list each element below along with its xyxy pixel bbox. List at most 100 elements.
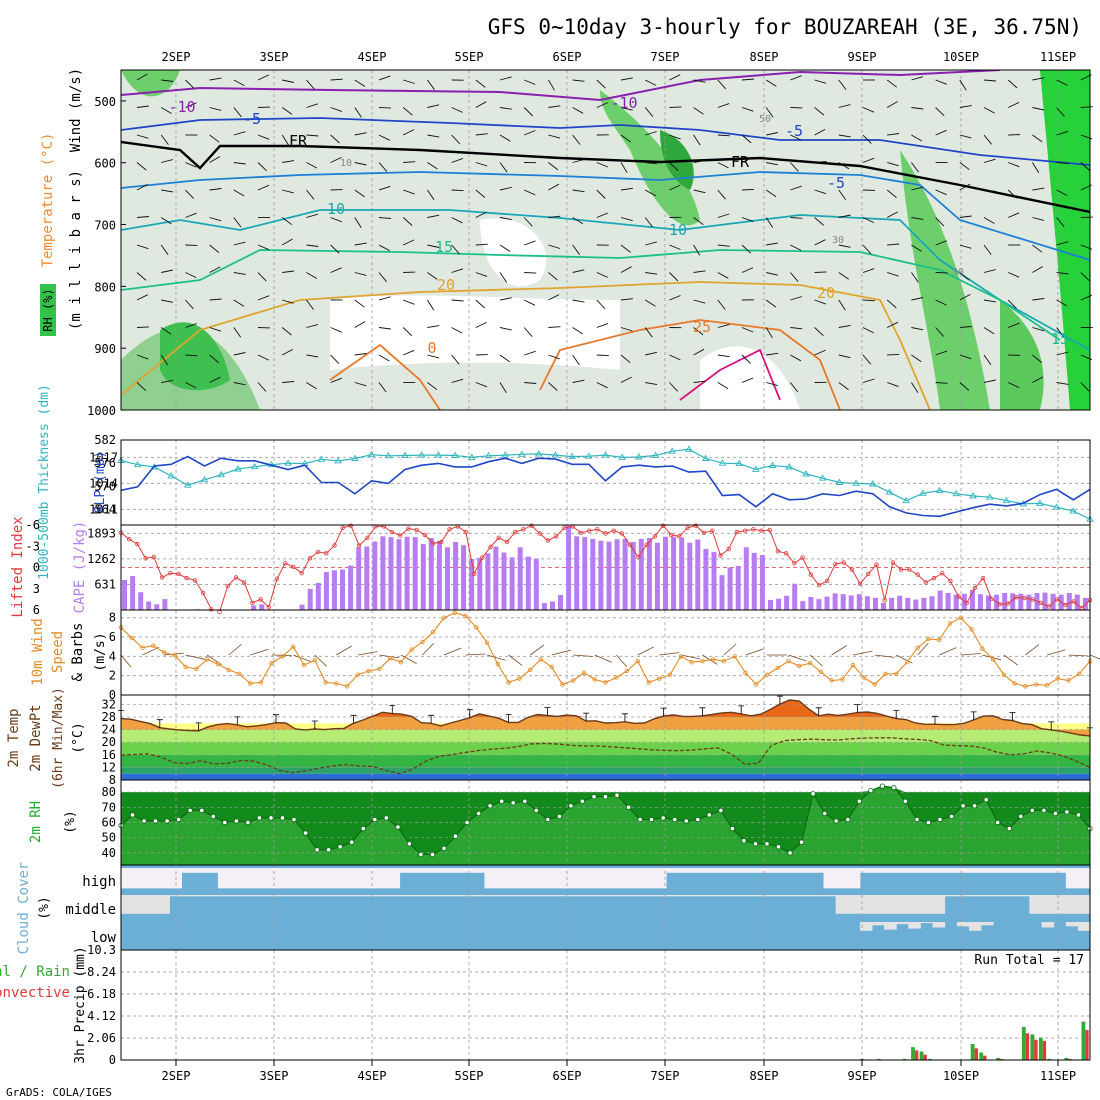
ylabel-wind-units: (m/s) <box>93 632 108 671</box>
cloud-gap-cell <box>508 895 522 897</box>
rh-point <box>648 816 655 823</box>
wind-barb <box>306 354 319 358</box>
wind-barb <box>524 130 536 136</box>
precip-total-bar <box>970 1044 975 1060</box>
isotherm-line <box>121 140 1090 214</box>
rh-point <box>268 815 274 821</box>
thickness-point <box>701 454 710 461</box>
cape-bar <box>784 595 790 610</box>
wind-barb <box>790 75 802 81</box>
wind-barb <box>524 382 537 384</box>
wind-barb <box>959 326 972 328</box>
cape-bar <box>299 604 305 610</box>
wind-barb <box>959 382 970 391</box>
wind-barb <box>403 239 415 246</box>
wind-speed-point <box>280 654 285 659</box>
cloud-gap-cell <box>896 868 909 873</box>
cape-bar <box>840 594 846 610</box>
wind-tick-label: 2 <box>109 669 116 683</box>
cloud-gap-cell <box>193 868 207 873</box>
wind-barb <box>838 272 849 280</box>
precip-total-bar <box>902 1058 907 1060</box>
minmax-bar <box>815 707 822 716</box>
rh-point <box>141 818 147 824</box>
wind-barb <box>887 382 899 388</box>
wind-barb <box>935 79 947 85</box>
wind-barb <box>330 78 343 81</box>
wind-speed-point <box>355 672 361 677</box>
cloud-gap-cell <box>678 868 691 873</box>
wind-barb <box>306 189 315 200</box>
wind-barb <box>354 353 367 356</box>
wind-barb <box>451 268 464 273</box>
wind-barb <box>354 132 367 136</box>
cape-bar <box>493 546 499 610</box>
wind-barb <box>354 321 366 328</box>
pressure-tick-label: 500 <box>94 95 116 109</box>
wind-speed-point <box>990 657 996 662</box>
rh-point <box>672 816 678 823</box>
cloud-gap-cell <box>1029 868 1042 873</box>
wind-barb <box>596 102 608 108</box>
wind-barb <box>282 160 295 163</box>
cloud-gap-cell <box>423 868 437 873</box>
contour-label: -10 <box>610 94 637 112</box>
wind-barb <box>209 134 220 143</box>
surface-wind-barb <box>271 654 292 656</box>
wind-barb <box>427 104 440 108</box>
cloud-gap-cell <box>217 868 231 889</box>
wind-barb <box>596 162 609 168</box>
ylabel-temperature: Temperature (°C) <box>40 133 56 268</box>
temperature-area <box>121 700 1090 736</box>
cloud-gap-cell <box>193 895 207 897</box>
wind-barb <box>136 73 148 81</box>
wind-barb <box>1056 241 1069 246</box>
minmax-bar <box>428 714 435 724</box>
cloud-gap-cell <box>944 895 958 897</box>
surface-wind-barb <box>680 654 701 660</box>
cloud-gap-cell <box>145 895 158 914</box>
wind-barb <box>717 244 730 247</box>
wind-barb <box>693 217 704 225</box>
wind-barb <box>136 272 147 281</box>
contour-label: 10 <box>340 158 352 169</box>
cape-bar <box>848 595 854 610</box>
wind-barb <box>838 244 851 248</box>
wind-barb <box>451 157 464 163</box>
cloud-gap-cell <box>908 922 921 929</box>
rh-point <box>718 807 724 814</box>
cape-bar <box>953 594 959 610</box>
precip-tick-label: 8.24 <box>87 965 116 979</box>
minmax-bar <box>738 705 745 714</box>
date-label-top: 2SEP <box>162 50 191 64</box>
minmax-bar <box>195 722 202 731</box>
wind-barb <box>693 244 701 256</box>
rh-point <box>441 845 447 851</box>
wind-barb <box>596 354 609 357</box>
rh-point <box>222 819 228 826</box>
wind-barb <box>475 243 488 246</box>
wind-barb <box>886 189 897 198</box>
cape-bar <box>404 536 410 610</box>
wind-speed-point <box>431 630 436 635</box>
wind-barb <box>427 272 438 280</box>
cloud-gap-cell <box>557 868 570 889</box>
lifted-index-point <box>348 523 354 528</box>
rh-point <box>729 825 736 832</box>
wind-barb <box>524 240 536 246</box>
wind-barb <box>572 327 583 335</box>
wind-barb <box>741 244 752 254</box>
wind-speed-point <box>269 660 274 666</box>
pressure-tick-label: 800 <box>94 280 116 294</box>
wind-barb <box>160 354 169 366</box>
isotherm-line <box>121 117 1090 166</box>
wind-barb <box>983 269 996 273</box>
wind-barb <box>1056 189 1068 196</box>
wind-barb <box>233 131 246 136</box>
rh-point <box>960 803 966 809</box>
cloud-gap-cell <box>411 868 425 873</box>
cape-bar <box>380 536 386 610</box>
minmax-bar <box>660 707 667 717</box>
isotherm-line <box>679 348 781 401</box>
